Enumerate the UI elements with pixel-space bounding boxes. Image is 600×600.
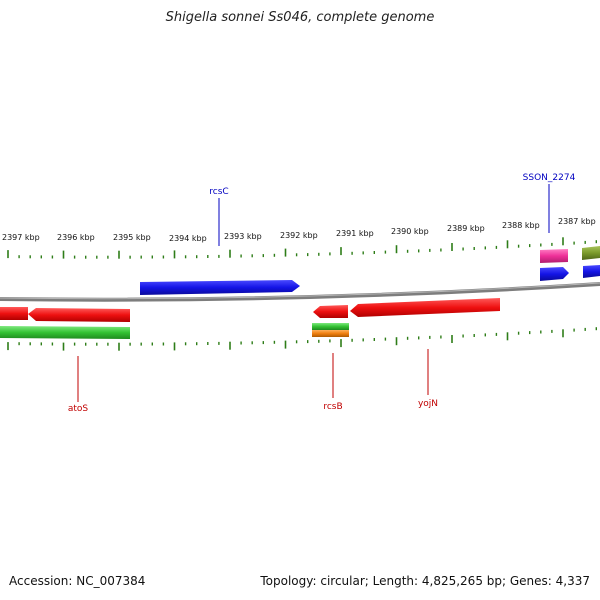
gene-label-rcsB: rcsB [323,402,342,412]
accession-label: Accession: NC_007384 [9,574,146,588]
gene-label-SSON_2274: SSON_2274 [523,173,576,183]
gene-label-rcsC: rcsC [209,187,228,197]
reverse-strand-features [0,298,500,339]
gene-label-yojN: yojN [418,399,438,409]
gene-green-small[interactable] [312,323,349,330]
gene-red-left[interactable] [0,307,28,320]
gene-olive-edge[interactable] [582,246,600,260]
gene-rcsC[interactable] [140,280,300,295]
scale-label-2397: 2397 kbp [2,233,40,242]
scale-label-2387: 2387 kbp [558,217,596,226]
scale-label-2396: 2396 kbp [57,233,95,242]
scale-label-2390: 2390 kbp [391,227,429,236]
forward-strand-features [140,246,600,295]
gene-green-atoC[interactable] [0,326,130,339]
scale-label-2393: 2393 kbp [224,232,262,241]
scale-label-2388: 2388 kbp [502,221,540,230]
scale-label-2392: 2392 kbp [280,231,318,240]
scale-labels: 2397 kbp 2396 kbp 2395 kbp 2394 kbp 2393… [2,217,596,243]
gene-yojN[interactable] [350,298,500,317]
gene-blue-edge[interactable] [583,265,600,278]
scale-label-2391: 2391 kbp [336,229,374,238]
gene-orange-small[interactable] [312,330,349,337]
scale-ticks-outer [7,237,597,259]
genome-backbone [0,282,600,302]
map-title: Shigella sonnei Ss046, complete genome [165,10,435,25]
gene-atoS[interactable] [28,308,130,322]
scale-ticks-inner [7,327,597,351]
scale-label-2394: 2394 kbp [169,234,207,243]
gene-SSON_2274[interactable] [540,249,568,263]
scale-label-2389: 2389 kbp [447,224,485,233]
scale-label-2395: 2395 kbp [113,233,151,242]
gene-label-callouts: rcsC SSON_2274 atoS rcsB yojN [68,173,576,414]
gene-label-atoS: atoS [68,404,89,414]
gene-rcsB[interactable] [313,305,348,318]
genome-backbone-highlight [0,282,600,300]
genome-summary: Topology: circular; Length: 4,825,265 bp… [260,574,590,588]
gene-blue-small[interactable] [540,267,569,281]
